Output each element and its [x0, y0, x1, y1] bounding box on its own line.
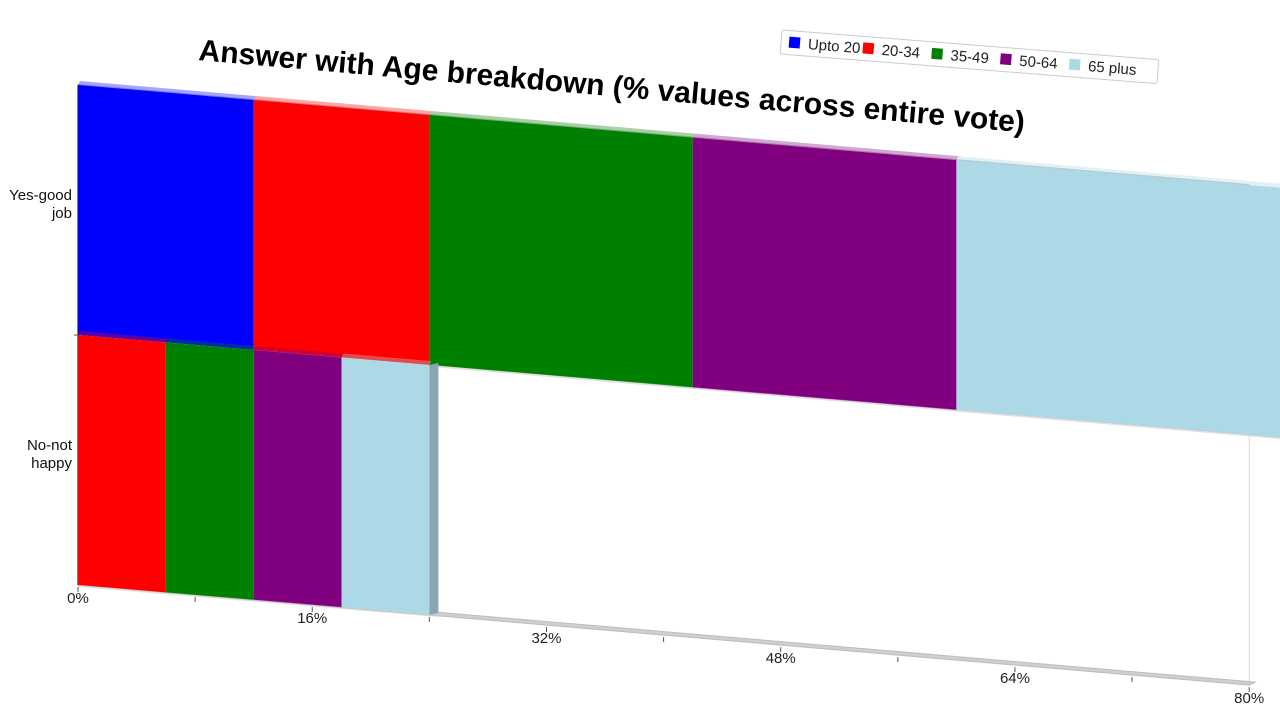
category-label: No-not happy [27, 437, 73, 472]
x-tick-label: 48% [766, 650, 796, 667]
labels-layer: 0% 16% 32% 48% 64% 80% Yes-good job No-not happy [9, 187, 1264, 707]
bar-segment-top-face [956, 156, 1280, 188]
legend-frame [779, 29, 1160, 84]
bar-segment-no-not-happy-65-plus[interactable] [341, 357, 430, 616]
legend-box-group: Upto 20 20-34 35-49 50-64 65 plus [779, 29, 1160, 84]
bar-segment-no-not-happy-50-64[interactable] [253, 350, 342, 608]
bar-segment-no-not-happy-35-49[interactable] [165, 342, 254, 601]
x-tick-label: 80% [1234, 690, 1264, 707]
legend-label[interactable]: 35-49 [950, 47, 990, 67]
bar-segment-top-face [692, 133, 959, 161]
category-label: Yes-good job [9, 187, 72, 222]
bar-segment-top-face [253, 96, 432, 115]
legend-swatch [999, 53, 1012, 66]
bar-segment-yes-good-job-50-64[interactable] [692, 137, 957, 411]
bar-segment-yes-good-job-35-49[interactable] [429, 115, 693, 388]
bars-layer [77, 81, 1280, 618]
bar-segment-top-face [341, 353, 432, 365]
bar-segment-top-face [78, 81, 256, 100]
legend-swatch [931, 47, 944, 60]
legend-label[interactable]: Upto 20 [807, 36, 861, 57]
legend-label[interactable]: 65 plus [1087, 58, 1137, 79]
legend-swatch [1068, 58, 1081, 71]
bar-segment-no-not-happy-20-34[interactable] [78, 335, 166, 593]
bar-segment-top-face [429, 111, 695, 138]
legend-swatch [862, 42, 875, 55]
bar-segment-top-face [165, 338, 256, 350]
bar-segment-top-face [253, 346, 344, 358]
bar-segment-yes-good-job-20-34[interactable] [253, 100, 430, 365]
x-tick-label: 0% [67, 590, 89, 607]
legend-label[interactable]: 50-64 [1019, 53, 1059, 73]
bar-end-side-face [429, 363, 439, 615]
legend: Upto 20 20-34 35-49 50-64 65 plus [779, 29, 1160, 84]
x-tick-label: 32% [531, 630, 561, 647]
bar-segment-yes-good-job-65-plus[interactable] [956, 160, 1280, 440]
x-tick-label: 64% [1000, 670, 1030, 687]
bar-segment-yes-good-job-upto-20[interactable] [78, 85, 254, 350]
bar-shadow [77, 585, 439, 618]
legend-swatch [788, 36, 801, 49]
legend-label[interactable]: 20-34 [881, 42, 921, 62]
bar-segment-top-face [78, 331, 168, 343]
x-tick-label: 16% [297, 610, 327, 627]
